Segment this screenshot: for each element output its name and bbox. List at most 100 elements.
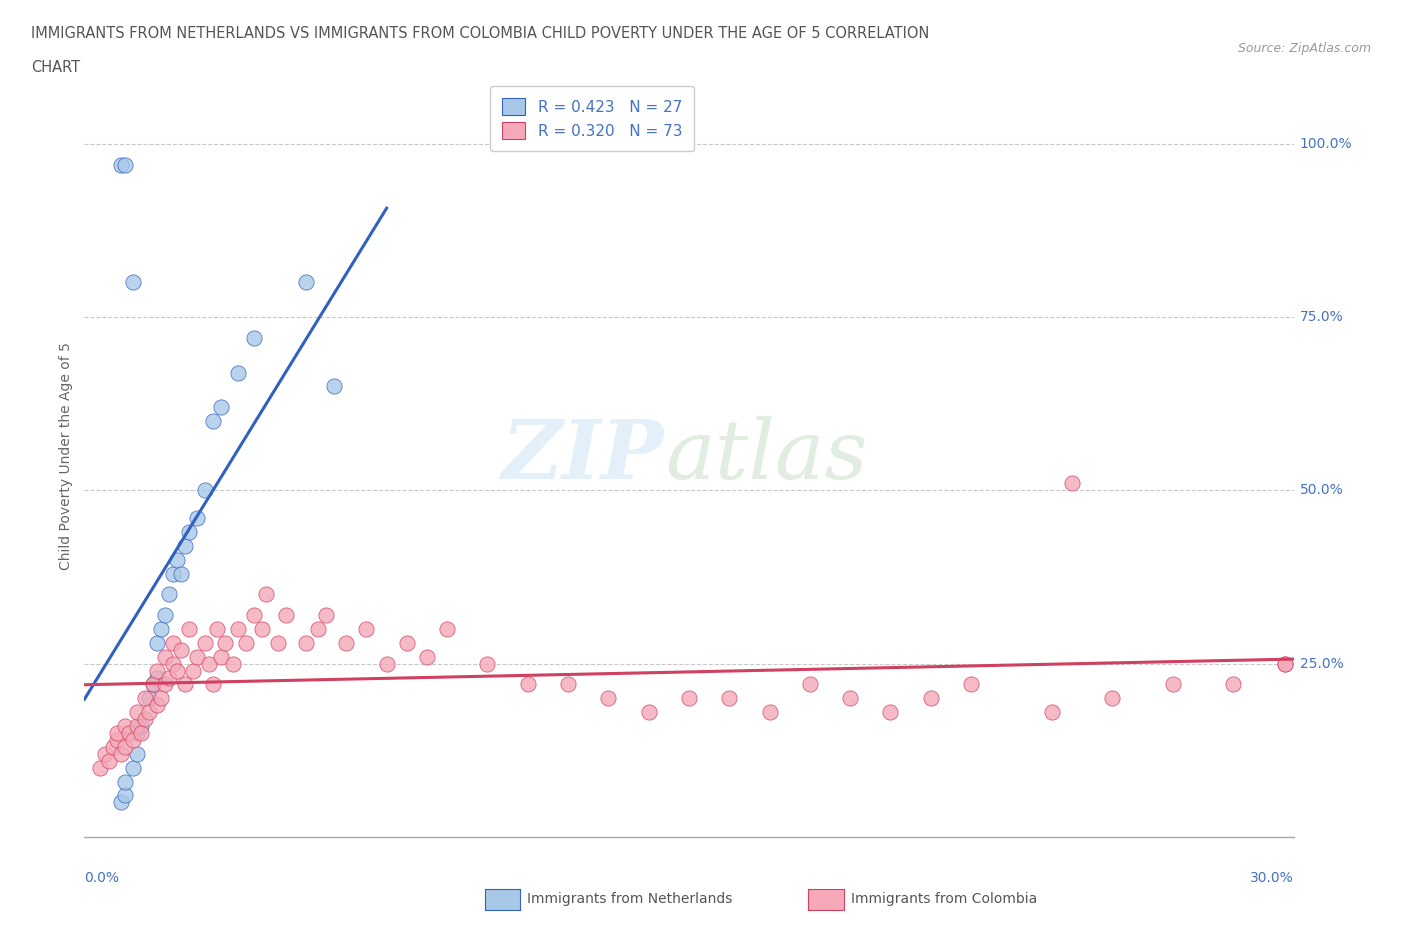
Point	[110, 795, 132, 810]
Point	[222, 657, 245, 671]
Y-axis label: Child Poverty Under the Age of 5: Child Poverty Under the Age of 5	[59, 341, 73, 570]
Text: 50.0%: 50.0%	[1299, 484, 1343, 498]
Point	[146, 635, 169, 650]
Point	[477, 657, 499, 671]
Text: 100.0%: 100.0%	[1299, 137, 1353, 151]
Point	[242, 330, 264, 345]
Text: Immigrants from Netherlands: Immigrants from Netherlands	[527, 892, 733, 907]
Point	[557, 677, 579, 692]
Point	[295, 635, 318, 650]
Point	[129, 719, 152, 734]
Point	[235, 635, 257, 650]
Point	[226, 365, 249, 380]
Point	[146, 663, 169, 678]
Point	[1060, 476, 1083, 491]
Point	[121, 733, 143, 748]
Legend: R = 0.423   N = 27, R = 0.320   N = 73: R = 0.423 N = 27, R = 0.320 N = 73	[491, 86, 695, 152]
Point	[93, 747, 115, 762]
Point	[114, 739, 136, 754]
Point	[114, 774, 136, 789]
Point	[114, 788, 136, 803]
Point	[114, 157, 136, 172]
Point	[186, 511, 208, 525]
Point	[516, 677, 538, 692]
Point	[110, 747, 132, 762]
Point	[637, 705, 659, 720]
Point	[153, 607, 176, 622]
Point	[114, 719, 136, 734]
Point	[101, 739, 124, 754]
Point	[134, 711, 156, 726]
Point	[395, 635, 418, 650]
Point	[758, 705, 780, 720]
Point	[356, 621, 378, 636]
Point	[142, 677, 165, 692]
Point	[179, 621, 201, 636]
Point	[1040, 705, 1063, 720]
Point	[174, 538, 197, 553]
Point	[295, 275, 318, 290]
Point	[194, 483, 217, 498]
Point	[125, 705, 148, 720]
Point	[242, 607, 264, 622]
Point	[121, 275, 143, 290]
Point	[436, 621, 458, 636]
Point	[125, 725, 148, 740]
Point	[1101, 691, 1123, 706]
Point	[598, 691, 620, 706]
Text: ZIP: ZIP	[502, 416, 665, 496]
Point	[170, 566, 193, 581]
Point	[125, 719, 148, 734]
Point	[799, 677, 821, 692]
Point	[179, 525, 201, 539]
Point	[323, 379, 346, 393]
Point	[146, 698, 169, 712]
Point	[307, 621, 329, 636]
Text: 30.0%: 30.0%	[1250, 871, 1294, 885]
Point	[194, 635, 217, 650]
Point	[134, 691, 156, 706]
Point	[1274, 657, 1296, 671]
Point	[157, 671, 180, 685]
Point	[960, 677, 983, 692]
Point	[125, 747, 148, 762]
Point	[1161, 677, 1184, 692]
Text: 0.0%: 0.0%	[84, 871, 120, 885]
Point	[118, 725, 141, 740]
Point	[254, 587, 277, 602]
Point	[315, 607, 337, 622]
Text: CHART: CHART	[31, 60, 80, 75]
Point	[170, 643, 193, 658]
Point	[162, 566, 184, 581]
Point	[186, 649, 208, 664]
Text: Source: ZipAtlas.com: Source: ZipAtlas.com	[1237, 42, 1371, 55]
Point	[207, 621, 229, 636]
Point	[375, 657, 398, 671]
Point	[267, 635, 290, 650]
Text: 25.0%: 25.0%	[1299, 657, 1343, 671]
Point	[202, 677, 225, 692]
Point	[138, 691, 160, 706]
Point	[879, 705, 901, 720]
Point	[202, 414, 225, 429]
Point	[1274, 657, 1296, 671]
Point	[149, 621, 172, 636]
Point	[89, 760, 111, 775]
Point	[678, 691, 700, 706]
Point	[416, 649, 439, 664]
Point	[166, 663, 188, 678]
Text: 75.0%: 75.0%	[1299, 310, 1343, 324]
Point	[226, 621, 249, 636]
Point	[110, 157, 132, 172]
Point	[129, 725, 152, 740]
Point	[174, 677, 197, 692]
Point	[166, 552, 188, 567]
Point	[105, 725, 128, 740]
Point	[121, 760, 143, 775]
Point	[209, 649, 232, 664]
Point	[142, 677, 165, 692]
Point	[181, 663, 204, 678]
Point	[149, 691, 172, 706]
Point	[250, 621, 273, 636]
Point	[157, 587, 180, 602]
